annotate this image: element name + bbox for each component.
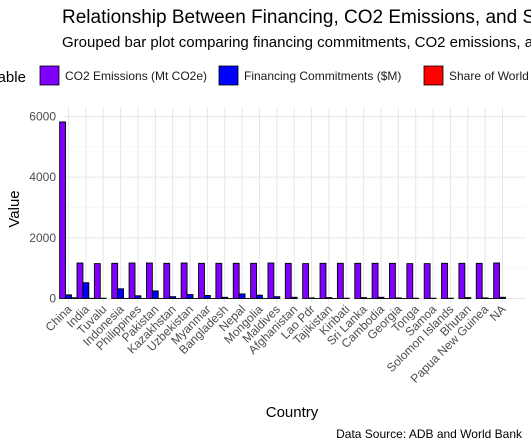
bar [354, 262, 362, 299]
bar [336, 262, 344, 299]
bar [302, 263, 310, 299]
y-axis-ticks: 0 2000 4000 6000 [29, 110, 56, 306]
legend: Variable CO2 Emissions (Mt CO2e) Financin… [0, 65, 531, 86]
bar [481, 297, 489, 299]
x-axis-ticks: ChinaIndiaTuvaluIndonesiaPhilippinesPaki… [43, 302, 509, 386]
bar [203, 295, 211, 299]
legend-title: Variable [0, 69, 26, 86]
bar [93, 263, 101, 299]
bar [232, 262, 240, 299]
y-tick-label: 6000 [29, 110, 56, 124]
bar [319, 262, 327, 299]
legend-item: CO2 Emissions (Mt CO2e) [39, 65, 207, 86]
legend-item: Share of World Emissions [423, 65, 531, 86]
chart-subtitle: Grouped bar plot comparing financing com… [62, 34, 531, 51]
x-axis-title: Country [266, 404, 319, 421]
bar [145, 262, 153, 299]
bar [180, 262, 188, 299]
bar [464, 297, 472, 299]
bar [377, 296, 385, 299]
bar [134, 295, 142, 299]
bar [163, 262, 171, 299]
bar [82, 282, 90, 299]
grid [63, 108, 526, 302]
bar [389, 262, 396, 299]
y-tick-label: 4000 [29, 170, 56, 184]
bar [256, 294, 263, 299]
legend-item: Financing Commitments ($M) [218, 65, 401, 86]
bars [59, 121, 506, 299]
bar [273, 296, 281, 299]
x-tick-label: NA [487, 302, 509, 324]
bar [458, 262, 466, 299]
bar [308, 297, 315, 299]
bar [371, 262, 379, 299]
bar [475, 262, 483, 299]
legend-swatch [39, 65, 60, 86]
bar [151, 290, 159, 299]
bar [76, 262, 84, 299]
bar [128, 262, 136, 299]
y-tick-label: 0 [49, 292, 56, 306]
legend-label: Financing Commitments ($M) [244, 69, 401, 83]
y-axis-title: Value [6, 190, 23, 227]
bar [499, 296, 506, 299]
bar [169, 296, 177, 299]
bar [406, 263, 414, 299]
bar [360, 297, 368, 299]
bar [198, 262, 205, 299]
bar [493, 262, 500, 299]
bar [117, 288, 124, 299]
bar [284, 262, 292, 299]
bar [221, 296, 229, 299]
bar [394, 297, 402, 299]
bar [70, 297, 78, 299]
bar [423, 263, 431, 299]
bar [441, 262, 448, 299]
bar [59, 121, 67, 299]
bar [111, 262, 119, 299]
bar [238, 293, 246, 299]
caption: Data Source: ADB and World Bank [336, 427, 523, 441]
legend-swatch [218, 65, 239, 86]
bar [186, 294, 194, 299]
bar [267, 262, 275, 299]
y-tick-label: 2000 [29, 231, 56, 245]
legend-swatch [423, 65, 444, 86]
bar [65, 294, 72, 299]
legend-label: CO2 Emissions (Mt CO2e) [65, 69, 207, 83]
bar [250, 262, 257, 299]
chart-title: Relationship Between Financing, CO2 Emis… [62, 7, 531, 28]
legend-label: Share of World Emissions [449, 69, 531, 83]
bar [290, 296, 298, 299]
bar [215, 262, 223, 299]
bar [325, 297, 333, 299]
